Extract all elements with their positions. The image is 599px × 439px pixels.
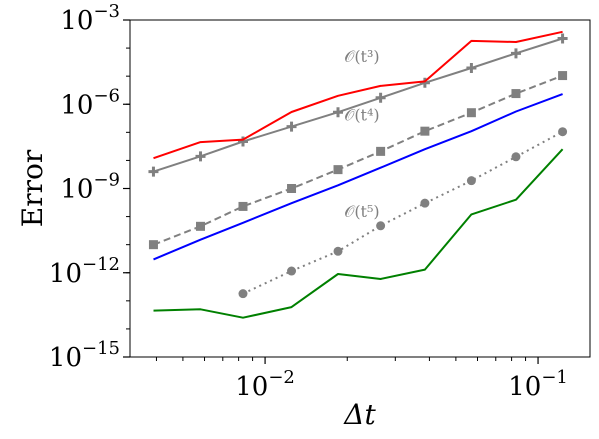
series-2: [148, 71, 568, 250]
y-axis-title: Error: [16, 149, 49, 227]
series-line: [153, 30, 563, 160]
data-point: [466, 63, 477, 74]
series-1: [153, 30, 563, 160]
data-point: [558, 127, 568, 137]
series-line: [153, 37, 563, 173]
data-point: [196, 221, 206, 231]
x-tick-label: 10−1: [508, 367, 568, 402]
plot-frame: [129, 19, 591, 358]
y-tick-label: 10−12: [49, 254, 120, 289]
data-point: [238, 201, 248, 211]
data-point: [466, 108, 476, 118]
y-tick-label: 10−15: [49, 338, 120, 373]
y-axis: 10−15 10−12 10−9 10−6 10−3: [49, 1, 130, 373]
data-point: [420, 198, 430, 208]
data-point: [286, 121, 297, 132]
data-point: [238, 289, 248, 299]
x-tick-label: 10−2: [235, 367, 295, 402]
data-point: [557, 33, 568, 44]
series-3: [153, 93, 563, 261]
data-point: [466, 176, 476, 186]
data-point: [510, 48, 521, 59]
data-point: [287, 266, 297, 276]
data-point: [195, 151, 206, 162]
plot-series: [148, 30, 568, 319]
data-point: [375, 92, 386, 103]
order-annotation: 𝒪(t⁵): [344, 202, 379, 221]
order-annotation: 𝒪(t³): [344, 47, 379, 66]
series-line: [153, 74, 563, 246]
data-point: [333, 107, 344, 118]
data-point: [511, 152, 521, 162]
y-tick-label: 10−3: [60, 1, 120, 36]
annotations: 𝒪(t³) 𝒪(t⁴) 𝒪(t⁵): [344, 47, 379, 221]
order-annotation: 𝒪(t⁴): [344, 106, 379, 125]
x-axis-title: Δt: [343, 398, 376, 431]
data-point: [558, 71, 568, 81]
data-point: [148, 240, 158, 250]
series-line: [242, 130, 564, 295]
y-tick-label: 10−9: [60, 170, 120, 205]
data-point: [287, 184, 297, 193]
data-point: [376, 146, 386, 156]
data-point: [333, 246, 343, 256]
x-axis: 10−2 10−1: [155, 357, 568, 402]
data-point: [148, 166, 159, 177]
data-point: [237, 136, 248, 147]
data-point: [376, 221, 386, 231]
series-line: [153, 148, 564, 319]
series-4: [238, 127, 568, 299]
data-point: [420, 126, 430, 136]
data-point: [333, 165, 343, 175]
data-point: [419, 77, 430, 88]
y-tick-label: 10−6: [60, 85, 120, 120]
series-line: [153, 93, 563, 261]
data-point: [511, 89, 521, 99]
series-5: [153, 148, 564, 319]
series-0: [148, 33, 568, 177]
